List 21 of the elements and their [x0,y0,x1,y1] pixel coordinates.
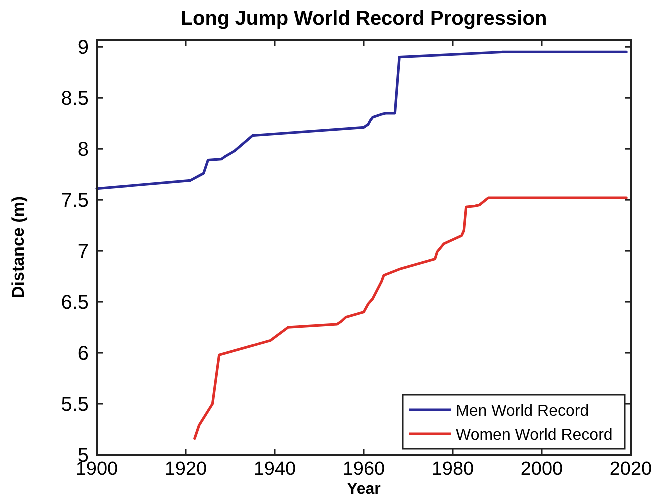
y-tick-label: 7.5 [61,190,89,212]
x-tick-label: 1960 [342,459,386,480]
y-tick-label: 7 [78,241,89,264]
y-tick-label: 6.5 [61,292,89,314]
x-tick-label: 1940 [254,459,296,480]
x-tick-label: 2020 [610,459,652,480]
line-series [96,50,628,190]
y-tick-label: 5.5 [61,394,89,416]
x-tick-label: 2000 [520,459,564,480]
y-tick-label: 8.5 [61,88,89,110]
legend-label: Women World Record [456,427,613,444]
x-axis-title: Year [347,481,381,497]
y-tick-label: 9 [78,37,89,60]
x-tick-label: 1980 [432,459,474,480]
legend-label: Men World Record [456,403,590,420]
y-tick-label: 8 [78,139,89,162]
y-axis-title: Distance (m) [9,196,28,299]
x-tick-label: 1920 [164,459,208,480]
y-tick-label: 6 [78,343,89,366]
chart-title: Long Jump World Record Progression [180,8,548,30]
line-series [194,196,628,440]
